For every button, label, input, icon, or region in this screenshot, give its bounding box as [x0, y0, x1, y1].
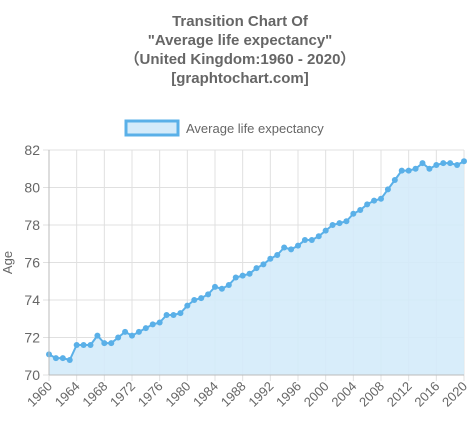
point [177, 310, 184, 317]
point [267, 255, 274, 262]
point [260, 261, 267, 268]
point [73, 342, 80, 348]
point [391, 177, 398, 183]
point [163, 312, 170, 318]
point [205, 291, 212, 298]
point [135, 328, 142, 335]
point [336, 220, 343, 227]
x-tick-label: 2004 [328, 379, 359, 410]
point [170, 312, 177, 318]
point [225, 282, 232, 288]
point [350, 210, 357, 217]
point [384, 186, 391, 193]
point [288, 246, 295, 253]
y-tick-label: 74 [24, 292, 40, 308]
x-tick-label: 1980 [162, 379, 193, 410]
point [184, 302, 191, 309]
chart-title: "Average life expectancy" [148, 32, 333, 49]
point [461, 158, 467, 165]
point [156, 319, 163, 326]
point [246, 270, 253, 277]
point [315, 233, 322, 240]
legend-swatch [124, 119, 180, 137]
point [232, 274, 239, 281]
point [281, 244, 288, 251]
point [101, 340, 108, 347]
point [322, 227, 329, 234]
x-tick-label: 1988 [218, 379, 249, 410]
point [87, 342, 94, 348]
point [357, 207, 364, 213]
point [308, 237, 315, 243]
x-tick-label: 1984 [190, 379, 221, 410]
x-tick-label: 1992 [245, 379, 276, 410]
point [253, 265, 260, 272]
chart-title: Transition Chart Of [172, 13, 309, 30]
point [198, 295, 205, 302]
x-tick-label: 1964 [52, 379, 83, 410]
x-tick-label: 2008 [356, 379, 387, 410]
y-tick-label: 80 [24, 180, 40, 196]
point [122, 328, 129, 335]
point [301, 237, 308, 243]
y-tick-label: 78 [24, 217, 40, 233]
point [405, 167, 412, 174]
point [398, 167, 405, 174]
point [447, 160, 454, 167]
point [343, 218, 350, 225]
point [433, 162, 440, 168]
point [440, 160, 447, 167]
x-tick-label: 1968 [79, 379, 110, 410]
point [218, 285, 225, 292]
point [329, 222, 336, 228]
point [239, 272, 246, 279]
point [59, 355, 66, 362]
legend-label: Average life expectancy [186, 121, 324, 136]
point [80, 342, 87, 348]
point [191, 297, 198, 303]
y-tick-label: 72 [24, 330, 40, 346]
point [371, 197, 378, 204]
point [426, 165, 433, 172]
y-tick-label: 76 [24, 255, 40, 271]
y-axis-label: Age [0, 251, 15, 274]
point [52, 355, 59, 362]
x-tick-label: 1972 [107, 379, 138, 410]
point [274, 252, 281, 258]
point [419, 160, 426, 167]
y-tick-label: 82 [24, 142, 40, 158]
point [149, 321, 156, 328]
point [295, 242, 301, 249]
point [412, 165, 419, 172]
chart-title: [graphtochart.com] [171, 70, 309, 87]
x-tick-label: 2016 [411, 379, 442, 410]
point [129, 332, 135, 339]
point [454, 162, 461, 168]
x-tick-label: 2012 [384, 379, 415, 410]
x-tick-label: 1976 [135, 379, 166, 410]
point [115, 334, 122, 341]
x-tick-label: 1960 [24, 379, 55, 410]
point [212, 283, 218, 290]
y-tick-label: 70 [24, 367, 40, 383]
x-tick-label: 2020 [439, 379, 470, 410]
point [108, 340, 115, 347]
point [142, 325, 149, 332]
chart-title: （United Kingdom:1960 - 2020） [125, 50, 356, 68]
x-tick-label: 2000 [301, 379, 332, 410]
x-tick-label: 1996 [273, 379, 304, 410]
point [378, 195, 384, 202]
point [364, 201, 371, 208]
point [66, 357, 73, 363]
point [94, 332, 101, 339]
